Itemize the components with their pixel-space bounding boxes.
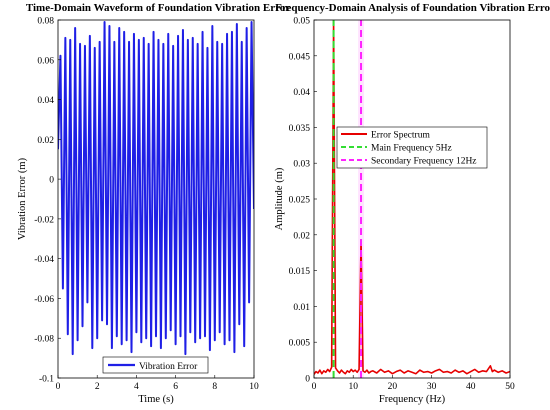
- freq-y-tick-label: 0.025: [289, 196, 311, 206]
- freq-y-tick-label: 0.05: [293, 17, 310, 27]
- time-y-tick-label: -0.04: [34, 255, 54, 265]
- freq-y-tick-label: 0.045: [289, 52, 311, 62]
- vibration-error-line: [58, 20, 254, 356]
- time-legend-label: Vibration Error: [139, 362, 198, 372]
- time-y-tick-label: 0.02: [37, 136, 54, 146]
- freq-axis-ticks: 0 10 20 30 40 50 0 0.005 0.01 0.015 0.02 0.025 0.03 0…: [289, 17, 515, 393]
- freq-x-tick-label: 50: [505, 382, 515, 392]
- time-x-tick-label: 0: [56, 382, 61, 392]
- freq-y-tick-label: 0.01: [293, 303, 310, 313]
- freq-y-tick-label: 0.03: [293, 160, 310, 170]
- freq-legend-spectrum-label: Error Spectrum: [371, 131, 430, 141]
- freq-plot-area: [314, 20, 510, 378]
- time-x-tick-label: 6: [173, 382, 178, 392]
- time-chart-title: Time-Domain Waveform of Foundation Vibra…: [26, 2, 290, 14]
- frequency-domain-chart: Frequency-Domain Analysis of Foundation …: [274, 2, 550, 405]
- error-spectrum-line: [314, 20, 510, 375]
- time-plot-frame: [57, 19, 255, 379]
- freq-y-tick-label: 0.015: [289, 267, 311, 277]
- freq-x-axis-label: Frequency (Hz): [379, 394, 446, 405]
- time-legend: Vibration Error: [102, 356, 209, 374]
- time-y-tick-label: 0: [49, 176, 54, 186]
- freq-y-tick-label: 0.035: [289, 124, 311, 134]
- time-y-tick-label: -0.02: [34, 215, 54, 225]
- freq-chart-title: Frequency-Domain Analysis of Foundation …: [275, 2, 550, 14]
- time-x-tick-label: 4: [134, 382, 139, 392]
- time-x-tick-label: 10: [249, 382, 259, 392]
- time-x-tick-label: 8: [212, 382, 217, 392]
- time-legend-box: [102, 356, 209, 374]
- freq-y-axis-label: Amplitude (m): [274, 167, 285, 230]
- freq-legend-secondary-label: Secondary Frequency 12Hz: [371, 157, 477, 167]
- time-domain-chart: Time-Domain Waveform of Foundation Vibra…: [17, 2, 290, 405]
- freq-x-tick-label: 40: [466, 382, 476, 392]
- time-y-tick-label: 0.04: [37, 96, 54, 106]
- time-x-axis-label: Time (s): [138, 394, 174, 405]
- time-y-tick-label: 0.06: [37, 56, 54, 66]
- time-y-tick-label: -0.06: [34, 295, 54, 305]
- freq-x-tick-label: 0: [312, 382, 317, 392]
- time-axis-ticks: 0 2 4 6 8 10 -0.1 -0.08 -0.06 -0.04 -0.02 0 0.02 0.04…: [34, 17, 259, 393]
- freq-x-tick-label: 30: [427, 382, 437, 392]
- freq-y-tick-label: 0.005: [289, 339, 311, 349]
- freq-legend-main-label: Main Frequency 5Hz: [371, 144, 452, 154]
- time-x-tick-label: 2: [95, 382, 100, 392]
- freq-y-tick-label: 0: [305, 375, 310, 385]
- freq-legend: Error Spectrum Main Frequency 5Hz Second…: [336, 126, 488, 169]
- time-y-tick-label: -0.08: [34, 335, 54, 345]
- time-y-axis-label: Vibration Error (m): [17, 157, 28, 240]
- freq-y-tick-label: 0.02: [293, 231, 310, 241]
- freq-x-tick-label: 10: [348, 382, 358, 392]
- time-y-tick-label: -0.1: [39, 375, 54, 385]
- time-y-tick-label: 0.08: [37, 17, 54, 27]
- freq-y-tick-label: 0.04: [293, 88, 310, 98]
- freq-x-tick-label: 20: [388, 382, 398, 392]
